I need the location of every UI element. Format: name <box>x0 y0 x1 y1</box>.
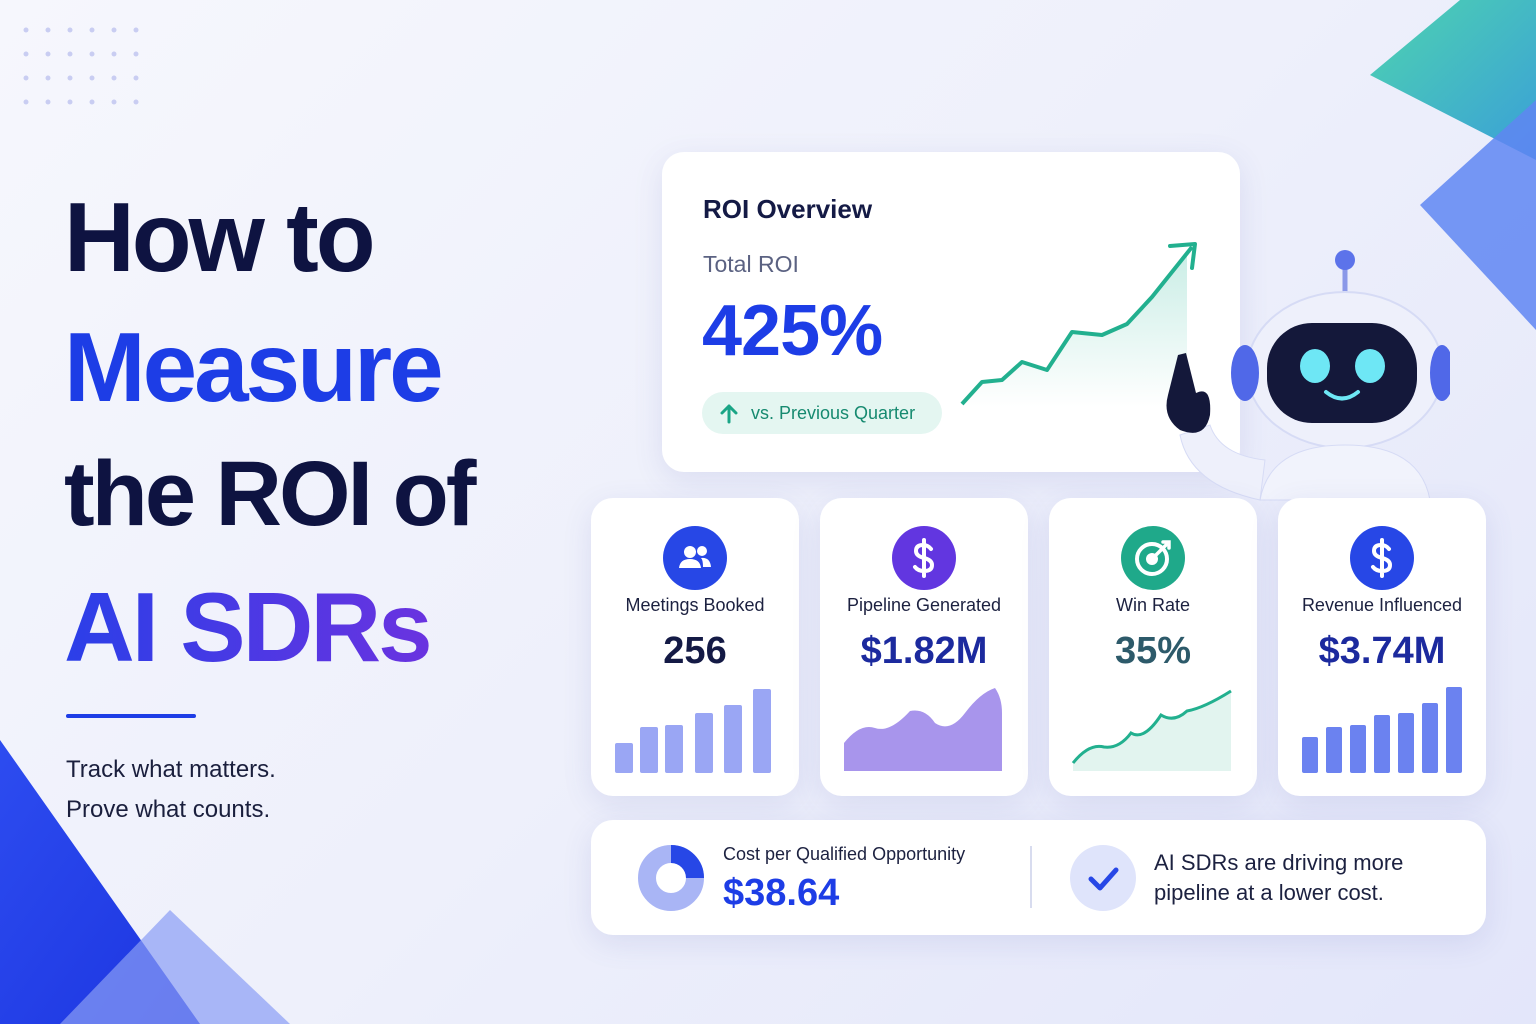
bar-sparkline <box>615 689 771 773</box>
check-icon <box>1070 845 1136 911</box>
card-title: ROI Overview <box>703 194 873 224</box>
corner-shape <box>1420 100 1536 330</box>
tagline: Prove what counts. <box>66 796 271 823</box>
message: pipeline at a lower cost. <box>1154 880 1384 905</box>
cost-value: $38.64 <box>723 872 840 914</box>
badge: vs. Previous Quarter <box>702 392 942 434</box>
badge-text: vs. Previous Quarter <box>751 403 916 423</box>
separator <box>1030 846 1032 908</box>
metric-card: Win Rate 35% <box>1049 498 1257 796</box>
metric-label: Win Rate <box>1115 595 1191 615</box>
donut-icon <box>638 845 704 911</box>
robot-mascot <box>1166 250 1450 501</box>
dollar-icon <box>1350 526 1414 590</box>
card-label: Total ROI <box>703 251 799 277</box>
metric-card: Meetings Booked 256 <box>591 498 799 796</box>
metric-label: Meetings Booked <box>625 595 765 615</box>
headline-line: Measure <box>64 312 444 422</box>
metric-label: Pipeline Generated <box>846 595 1002 615</box>
area-sparkline <box>844 688 1002 771</box>
metric-label: Revenue Influenced <box>1301 595 1463 615</box>
trend-line <box>960 242 1197 407</box>
metric-value: $3.74M <box>1318 630 1446 672</box>
metric-card: Revenue Influenced $3.74M <box>1278 498 1486 796</box>
bar-sparkline <box>1302 687 1462 773</box>
cost-label: Cost per Qualified Opportunity <box>723 844 966 864</box>
summary-card: Cost per Qualified Opportunity $38.64 AI… <box>591 820 1486 935</box>
metric-value: $1.82M <box>860 630 988 672</box>
metric-value: 35% <box>1114 630 1192 672</box>
corner-shape <box>1370 0 1536 160</box>
message: AI SDRs are driving more <box>1154 850 1404 875</box>
headline-line: How to <box>64 182 376 292</box>
roi-value: 425% <box>702 291 883 371</box>
headline-line: AI SDRs <box>64 572 433 682</box>
corner-shape <box>60 910 290 1024</box>
up-arrow-icon <box>720 404 738 424</box>
dollar-icon <box>892 526 956 590</box>
metric-card: Pipeline Generated $1.82M <box>820 498 1028 796</box>
people-icon <box>663 526 727 590</box>
line-sparkline <box>1071 689 1232 771</box>
headline-line: the ROI of <box>64 443 477 545</box>
metric-value: 256 <box>663 630 727 672</box>
roi-card: ROI Overview Total ROI 425% vs. Previous… <box>662 152 1240 472</box>
tagline: Track what matters. <box>66 756 276 783</box>
target-icon <box>1121 526 1185 590</box>
dot-grid <box>23 27 139 105</box>
divider <box>66 714 196 718</box>
